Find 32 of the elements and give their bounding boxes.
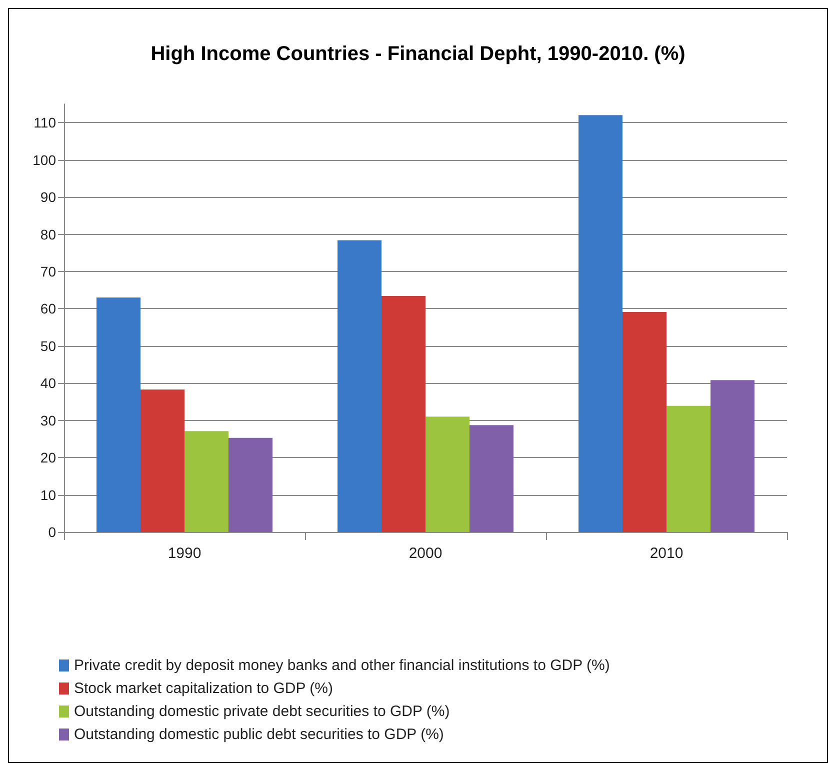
y-tick-label: 70 (40, 263, 56, 280)
legend-label: Outstanding domestic private debt securities to GDP (%) (74, 703, 450, 720)
legend-label: Stock market capitalization to GDP (%) (74, 680, 333, 697)
bar (666, 406, 710, 532)
y-tick-label: 90 (40, 189, 56, 206)
bar (184, 431, 228, 532)
y-tick-label: 0 (48, 524, 56, 540)
x-tick-label: 1990 (168, 545, 202, 562)
y-tick-label: 40 (40, 375, 56, 392)
bar (426, 416, 470, 532)
y-tick-label: 10 (40, 486, 56, 503)
y-tick-label: 80 (40, 226, 56, 242)
bar (228, 438, 272, 532)
y-tick-label: 20 (40, 450, 56, 466)
bar (710, 380, 754, 532)
x-tick-label: 2000 (408, 545, 442, 562)
bar (622, 312, 666, 532)
y-tick-label: 100 (32, 152, 56, 168)
y-tick-label: 50 (40, 338, 56, 354)
y-tick-label: 110 (34, 114, 56, 131)
y-tick-label: 60 (40, 300, 56, 317)
bar (470, 425, 514, 532)
legend-label: Outstanding domestic public debt securities to GDP (%) (74, 726, 444, 743)
bar (382, 296, 426, 532)
bar (338, 240, 382, 532)
legend-label: Private credit by deposit money banks and other financial institutions to GDP (%) (74, 657, 610, 674)
chart-title: High Income Countries - Financial Depht, 1990-2010. (%) (150, 43, 686, 65)
bar (96, 298, 140, 532)
bar (140, 389, 184, 532)
x-tick-label: 2010 (650, 545, 684, 562)
bar (578, 115, 622, 532)
y-tick-label: 30 (40, 412, 56, 428)
